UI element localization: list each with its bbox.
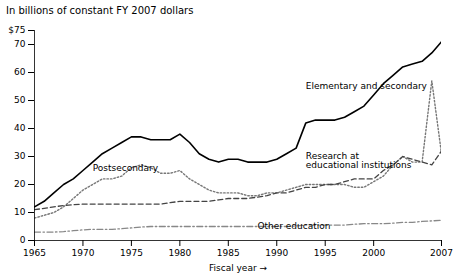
svg-text:40: 40 <box>14 123 26 133</box>
svg-text:10: 10 <box>14 207 26 217</box>
svg-text:0: 0 <box>20 235 26 245</box>
svg-text:1995: 1995 <box>314 248 337 258</box>
svg-text:Postsecondary: Postsecondary <box>93 163 159 173</box>
svg-text:Fiscal year →: Fiscal year → <box>209 263 267 273</box>
svg-text:70: 70 <box>14 39 26 49</box>
svg-text:1980: 1980 <box>168 248 191 258</box>
svg-text:1985: 1985 <box>217 248 240 258</box>
svg-text:2007: 2007 <box>430 248 453 258</box>
html-text:In billions of constant FY 200: In billions of constant FY 2007 dollars <box>6 5 194 16</box>
svg-text:50: 50 <box>14 95 26 105</box>
svg-text:Other education: Other education <box>257 221 330 231</box>
svg-text:Elementary and secondary: Elementary and secondary <box>306 81 428 91</box>
svg-text:30: 30 <box>14 151 26 161</box>
svg-text:60: 60 <box>14 67 26 77</box>
svg-text:2000: 2000 <box>362 248 385 258</box>
svg-text:Research ateducational institu: Research ateducational institutions <box>306 151 412 170</box>
svg-text:1975: 1975 <box>120 248 143 258</box>
svg-text:1970: 1970 <box>71 248 94 258</box>
svg-text:1965: 1965 <box>23 248 46 258</box>
svg-text:20: 20 <box>14 179 26 189</box>
svg-text:1990: 1990 <box>265 248 288 258</box>
svg-text:$75: $75 <box>8 25 25 35</box>
